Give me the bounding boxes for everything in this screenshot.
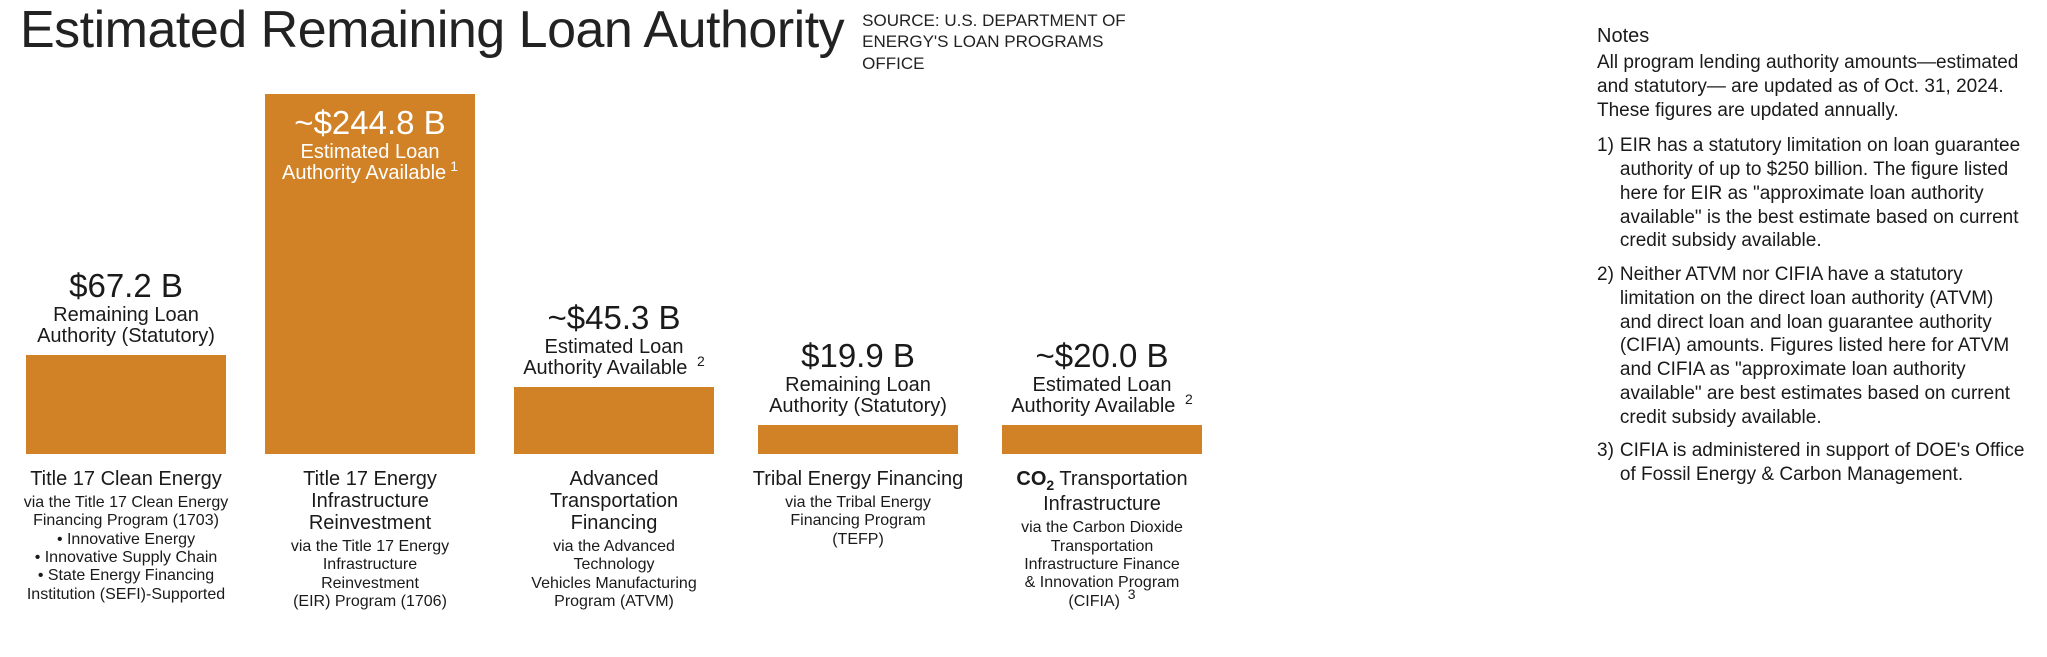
source-line: SOURCE: U.S. DEPARTMENT OF ENERGY'S LOAN… [862,10,1162,74]
bar-column: $19.9 BRemaining Loan Authority (Statuto… [752,84,964,454]
caption-line: Financing Program (1703) [20,512,232,530]
bar-column: ~$244.8 BEstimated Loan Authority Availa… [264,84,476,454]
bar-value-group: ~$244.8 BEstimated Loan Authority Availa… [265,104,475,184]
caption-sub: via the AdvancedTechnologyVehicles Manuf… [508,538,720,612]
bar-rect [514,387,714,454]
caption-line: (EIR) Program (1706) [264,593,476,611]
caption-line: Institution (SEFI)-Supported [20,586,232,604]
caption-column: Title 17 Clean Energy via the Title 17 Cl… [20,468,232,612]
chart-title: Estimated Remaining Loan Authority [20,0,844,60]
caption-line: (CIFIA) 3 [996,593,1208,611]
bar-value: $67.2 B [20,267,232,305]
note-item: 1)EIR has a statutory limitation on loan… [1597,134,2027,253]
caption-column: Tribal Energy Financing via the Tribal En… [752,468,964,612]
notes-title: Notes [1597,24,2027,49]
note-number: 2) [1597,263,1614,429]
captions-row: Title 17 Clean Energy via the Title 17 Cl… [20,468,1567,612]
bar-rect [758,425,958,454]
caption-column: CO2 Transportation Infrastructurevia the… [996,468,1208,612]
caption-sub: via the Carbon DioxideTransportationInfr… [996,519,1208,611]
caption-line: Program (ATVM) [508,593,720,611]
caption-line: & Innovation Program [996,574,1208,592]
bar-value: $19.9 B [752,337,964,375]
caption-line: Infrastructure Finance [996,556,1208,574]
caption-line: Reinvestment [264,575,476,593]
caption-line: • State Energy Financing [20,567,232,585]
caption-line: via the Advanced [508,538,720,556]
bar-rect [1002,425,1202,454]
caption-line: via the Title 17 Energy [264,538,476,556]
caption-sub: via the Tribal EnergyFinancing Program(T… [752,494,964,549]
bar-value-sub: Remaining Loan Authority (Statutory) [752,375,964,417]
bar-column: ~$20.0 BEstimated Loan Authority Availab… [996,84,1208,454]
bar-value: ~$244.8 B [265,104,475,142]
caption-line: • Innovative Supply Chain [20,549,232,567]
bar-value-group: $19.9 BRemaining Loan Authority (Statuto… [752,337,964,417]
bar-value-sub: Estimated Loan Authority Available 2 [996,375,1208,417]
note-text: Neither ATVM nor CIFIA have a statutory … [1620,263,2027,429]
notes-intro: All program lending authority amounts—es… [1597,51,2027,122]
caption-footnote-marker: 3 [1124,586,1136,602]
caption-line: Vehicles Manufacturing [508,575,720,593]
caption-line: • Innovative Energy [20,531,232,549]
caption-title: Advanced Transportation Financing [508,468,720,534]
caption-line: (TEFP) [752,531,964,549]
caption-title: Title 17 Clean Energy [20,468,232,490]
bar-footnote-marker: 1 [450,158,458,174]
caption-line: via the Tribal Energy [752,494,964,512]
notes-panel: Notes All program lending authority amou… [1597,0,2027,657]
bar-value-sub: Estimated Loan Authority Available 2 [508,337,720,379]
bar-value-group: ~$20.0 BEstimated Loan Authority Availab… [996,337,1208,417]
caption-column: Advanced Transportation Financingvia the… [508,468,720,612]
bar-value: ~$45.3 B [508,299,720,337]
note-text: CIFIA is administered in support of DOE'… [1620,439,2027,487]
caption-line: Technology [508,556,720,574]
caption-sub: via the Title 17 Clean EnergyFinancing P… [20,494,232,604]
caption-line: Transportation [996,538,1208,556]
bar-footnote-marker: 2 [1185,391,1193,407]
bar-value-sub: Remaining Loan Authority (Statutory) [20,305,232,347]
caption-line: via the Carbon Dioxide [996,519,1208,537]
bar-value-group: ~$45.3 BEstimated Loan Authority Availab… [508,299,720,379]
note-item: 2)Neither ATVM nor CIFIA have a statutor… [1597,263,2027,429]
note-number: 1) [1597,134,1614,253]
co2-label: CO2 [1016,468,1054,490]
chart-area: Estimated Remaining Loan Authority SOURC… [20,0,1597,657]
bar-column: ~$45.3 BEstimated Loan Authority Availab… [508,84,720,454]
note-item: 3)CIFIA is administered in support of DO… [1597,439,2027,487]
caption-sub: via the Title 17 EnergyInfrastructureRei… [264,538,476,612]
header-row: Estimated Remaining Loan Authority SOURC… [20,0,1567,74]
bar-column: $67.2 BRemaining Loan Authority (Statuto… [20,84,232,454]
bar-value-sub: Estimated Loan Authority Available1 [265,142,475,184]
caption-title: CO2 Transportation Infrastructure [996,468,1208,515]
bar-value-group: $67.2 BRemaining Loan Authority (Statuto… [20,267,232,347]
bars-row: $67.2 BRemaining Loan Authority (Statuto… [20,74,1567,454]
caption-line: Infrastructure [264,556,476,574]
caption-title: Title 17 Energy Infrastructure Reinvestm… [264,468,476,534]
caption-title: Tribal Energy Financing [752,468,964,490]
bar-rect: ~$244.8 BEstimated Loan Authority Availa… [265,94,475,454]
caption-column: Title 17 Energy Infrastructure Reinvestm… [264,468,476,612]
notes-list: 1)EIR has a statutory limitation on loan… [1597,134,2027,487]
caption-line: via the Title 17 Clean Energy [20,494,232,512]
bar-rect [26,355,226,454]
note-text: EIR has a statutory limitation on loan g… [1620,134,2027,253]
caption-line: Financing Program [752,512,964,530]
bar-value: ~$20.0 B [996,337,1208,375]
bar-footnote-marker: 2 [697,353,705,369]
note-number: 3) [1597,439,1614,487]
